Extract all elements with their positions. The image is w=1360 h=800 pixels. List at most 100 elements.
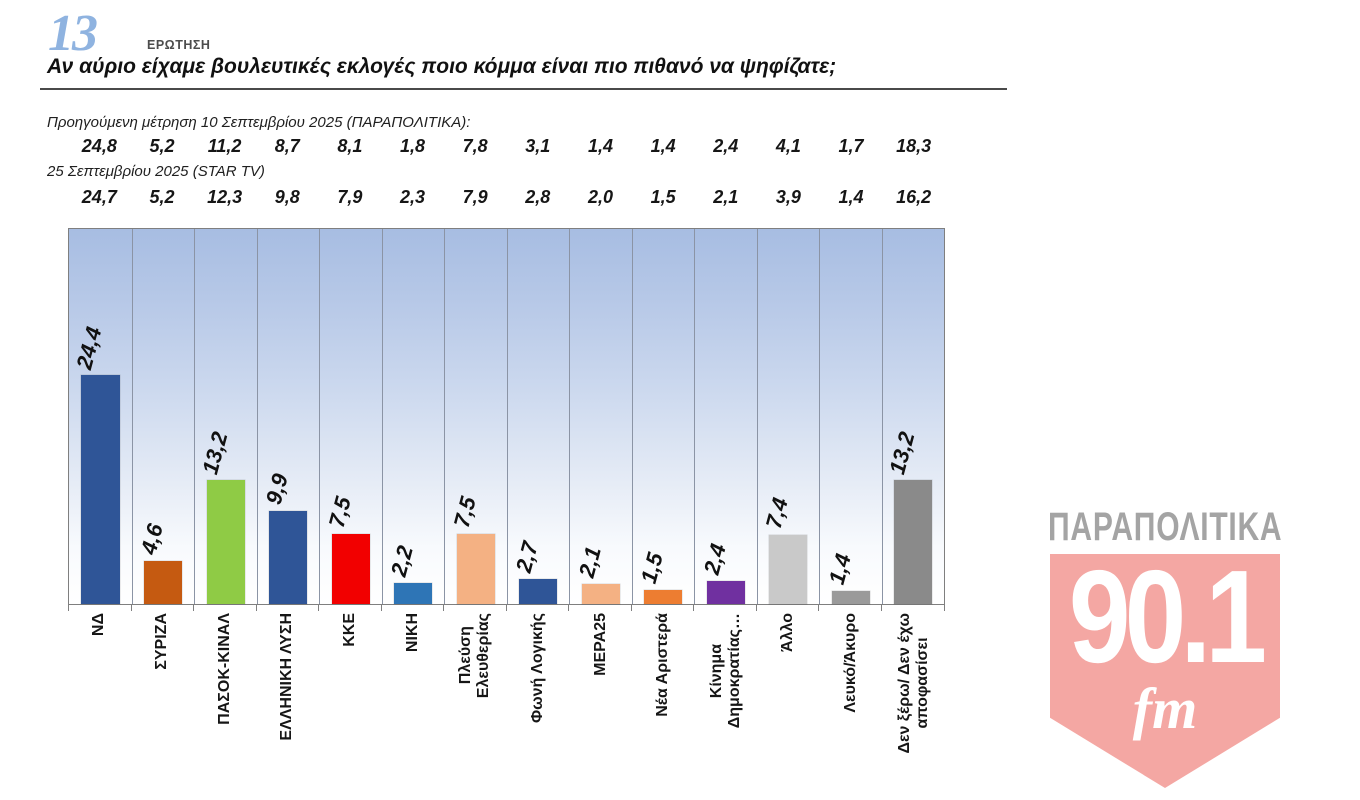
chart-column: 7,5	[319, 229, 382, 604]
poll-value: 7,8	[462, 136, 488, 156]
bar-value-label: 2,1	[573, 544, 606, 581]
bar	[831, 591, 870, 604]
logo-frequency-text: 90.1	[1068, 543, 1267, 690]
chart-column: 4,6	[131, 229, 195, 604]
chart-column: 2,7	[506, 229, 570, 604]
poll-value: 2,3	[400, 187, 426, 207]
x-axis-label: Πλεύση Ελευθερίας	[457, 613, 493, 699]
poll-value: 5,2	[149, 187, 175, 207]
bar	[644, 590, 683, 604]
bar-value-label: 13,2	[197, 429, 233, 477]
poll-value: 12,3	[207, 187, 243, 207]
chart-column: 2,1	[569, 229, 632, 604]
bar-value-label: 24,4	[71, 324, 107, 372]
poll-value: 1,5	[650, 187, 676, 207]
bar-value-label: 7,5	[323, 494, 356, 531]
poll-value: 4,1	[775, 136, 801, 156]
bar	[394, 583, 433, 604]
poll-value: 1,8	[400, 136, 426, 156]
x-axis-category-labels: ΝΔ ΣΥΡΙΖΑ ΠΑΣΟΚ-ΚΙΝΑΛ ΕΛΛΗΝΙΚΗ ΛΥΣΗ ΚΚΕ ΝΙΚΗ Π…	[68, 613, 945, 795]
bar-value-label: 2,4	[698, 541, 731, 578]
x-axis-label: Κίνημα Δημοκρατίας…	[707, 613, 743, 729]
chart-column: 24,4	[69, 229, 132, 604]
chart-column: 9,9	[256, 229, 320, 604]
axis-tick	[569, 605, 632, 611]
bar-value-label: 1,4	[823, 551, 856, 588]
poll-value: 2,1	[713, 187, 739, 207]
poll-value: 3,1	[525, 136, 551, 156]
chart-column: 13,2	[881, 229, 945, 604]
bar-value-label: 7,4	[761, 495, 794, 532]
x-axis-label-cell: ΝΔ	[68, 613, 131, 795]
poll-value: 3,9	[775, 187, 801, 207]
x-axis-label-cell: ΚΚΕ	[319, 613, 382, 795]
question-label: ΕΡΩΤΗΣΗ	[147, 38, 211, 52]
x-axis-label-cell: Φωνή Λογικής	[506, 613, 569, 795]
bar	[80, 375, 120, 604]
x-axis-label: Φωνή Λογικής	[528, 613, 546, 723]
bar	[206, 480, 245, 604]
poll-value: 1,7	[838, 136, 864, 156]
axis-tick	[507, 605, 569, 611]
bar	[269, 511, 308, 604]
x-axis-label: ΕΛΛΗΝΙΚΗ ΛΥΣΗ	[278, 613, 296, 741]
poll-value: 18,3	[896, 136, 932, 156]
poll-value: 2,8	[525, 187, 551, 207]
poll-value: 5,2	[149, 136, 175, 156]
bar	[331, 534, 370, 604]
poll-value: 9,8	[274, 187, 300, 207]
x-axis-label-cell: Λευκό/Άκυρο	[820, 613, 883, 795]
latest-poll-caption: 25 Σεπτεμβρίου 2025 (STAR TV)	[47, 163, 265, 180]
bar-value-label: 2,2	[386, 543, 419, 580]
axis-tick	[382, 605, 444, 611]
poll-value: 2,4	[713, 136, 739, 156]
x-axis-label: Άλλο	[779, 613, 797, 652]
poll-question-title: Αν αύριο είχαμε βουλευτικές εκλογές ποιο…	[47, 55, 837, 78]
logo-fm-text: fm	[1132, 676, 1198, 741]
poll-value: 2,0	[587, 187, 613, 207]
x-axis-label: Λευκό/Άκυρο	[842, 613, 860, 713]
parapolitika-radio-logo: ΠΑΡΑΠΟΛΙΤΙΚΑ 90.1 fm	[1048, 505, 1348, 788]
x-axis-label-cell: ΝΙΚΗ	[381, 613, 444, 795]
bar-value-label: 4,6	[136, 521, 169, 558]
bar-value-label: 1,5	[636, 550, 669, 587]
chart-column: 2,4	[694, 229, 757, 604]
x-axis-label: Δεν ξέρω/ Δεν έχω αποφασίσει	[895, 613, 931, 754]
chart-column: 1,4	[819, 229, 882, 604]
bar-value-label: 2,7	[511, 539, 544, 576]
chart-column: 2,2	[381, 229, 445, 604]
bar	[706, 581, 745, 604]
x-axis-label-cell: Άλλο	[757, 613, 820, 795]
x-axis-label-cell: ΣΥΡΙΖΑ	[131, 613, 194, 795]
poll-value: 7,9	[462, 187, 488, 207]
x-axis-label: ΠΑΣΟΚ-ΚΙΝΑΛ	[215, 613, 233, 725]
x-axis-label-cell: Νέα Αριστερά	[632, 613, 695, 795]
logo-shield-badge: 90.1 fm	[1050, 554, 1280, 788]
axis-tick	[132, 605, 194, 611]
x-axis-label: ΣΥΡΙΖΑ	[153, 613, 170, 670]
poll-value: 24,7	[81, 187, 117, 207]
poll-value: 7,9	[337, 187, 363, 207]
bar	[144, 561, 183, 604]
poll-value: 1,4	[838, 187, 864, 207]
logo-brand-text: ΠΑΡΑΠΟΛΙΤΙΚΑ	[1048, 505, 1283, 549]
axis-tick	[319, 605, 382, 611]
axis-tick	[444, 605, 507, 611]
axis-tick	[819, 605, 882, 611]
previous-poll-caption: Προηγούμενη μέτρηση 10 Σεπτεμβρίου 2025 …	[47, 114, 471, 131]
x-axis-label-cell: ΕΛΛΗΝΙΚΗ ΛΥΣΗ	[256, 613, 319, 795]
x-axis-label: ΜΕΡΑ25	[591, 613, 609, 676]
x-axis-label: ΚΚΕ	[340, 613, 358, 647]
previous-poll-values-row: 24,8 5,2 11,2 8,7 8,1 1,8 7,8 3,1 1,4 1,4 2,4 4,1 1,…	[68, 136, 945, 160]
axis-tick	[69, 605, 132, 611]
poll-value: 24,8	[81, 136, 117, 156]
poll-value: 8,1	[337, 136, 363, 156]
poll-value: 1,4	[650, 136, 676, 156]
chart-column: 7,5	[444, 229, 507, 604]
bar	[519, 579, 558, 604]
x-axis-label: Νέα Αριστερά	[654, 613, 672, 717]
poll-value: 11,2	[207, 136, 242, 156]
x-axis-label-cell: ΜΕΡΑ25	[569, 613, 632, 795]
x-axis-label-cell: Πλεύση Ελευθερίας	[444, 613, 507, 795]
